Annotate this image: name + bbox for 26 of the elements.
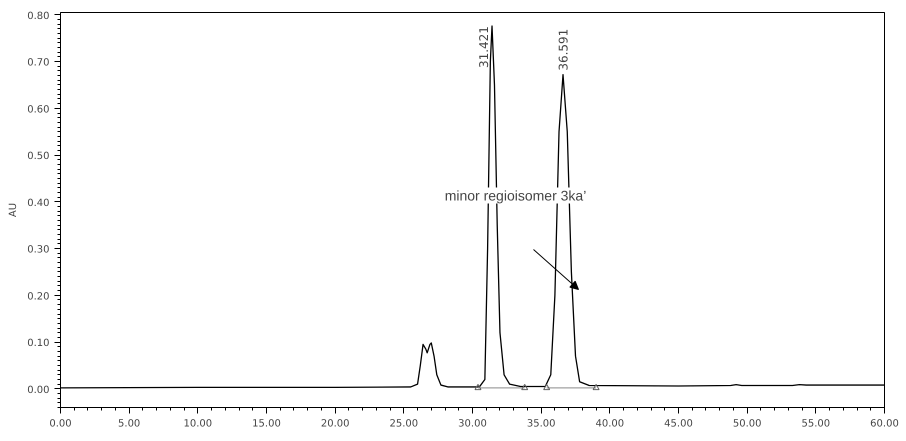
- y-tick-label: 0.00: [27, 384, 50, 396]
- annotation: 36.591: [556, 28, 571, 71]
- y-axis-title: AU: [8, 202, 20, 218]
- y-tick-label: 0.20: [27, 291, 50, 302]
- y-tick-label: 0.10: [27, 338, 50, 350]
- x-tick-label: 20.00: [320, 418, 350, 430]
- x-tick-label: 35.00: [526, 418, 556, 430]
- x-tick-label: 15.00: [252, 418, 281, 430]
- y-tick-label: 0.70: [27, 58, 50, 69]
- x-tick-label: 30.00: [458, 418, 487, 430]
- x-tick-label: 60.00: [870, 418, 899, 430]
- annotation: 31.421: [477, 26, 492, 68]
- annotation: minor regioisomer 3ka’: [444, 188, 586, 204]
- x-tick-label: 25.00: [390, 418, 418, 430]
- x-tick-label: 0.00: [49, 418, 72, 430]
- x-tick-label: 45.00: [664, 418, 693, 430]
- x-tick-label: 55.00: [802, 418, 830, 430]
- x-tick-label: 10.00: [184, 418, 212, 430]
- y-tick-label: 0.50: [27, 151, 50, 162]
- y-tick-label: 0.30: [27, 244, 50, 256]
- x-tick-label: 5.00: [118, 418, 140, 430]
- y-tick-label: 0.80: [27, 10, 50, 22]
- x-tick-label: 40.00: [596, 418, 624, 430]
- y-tick-label: 0.60: [27, 104, 50, 116]
- y-tick-label: 0.40: [27, 198, 50, 209]
- x-tick-label: 50.00: [732, 418, 762, 430]
